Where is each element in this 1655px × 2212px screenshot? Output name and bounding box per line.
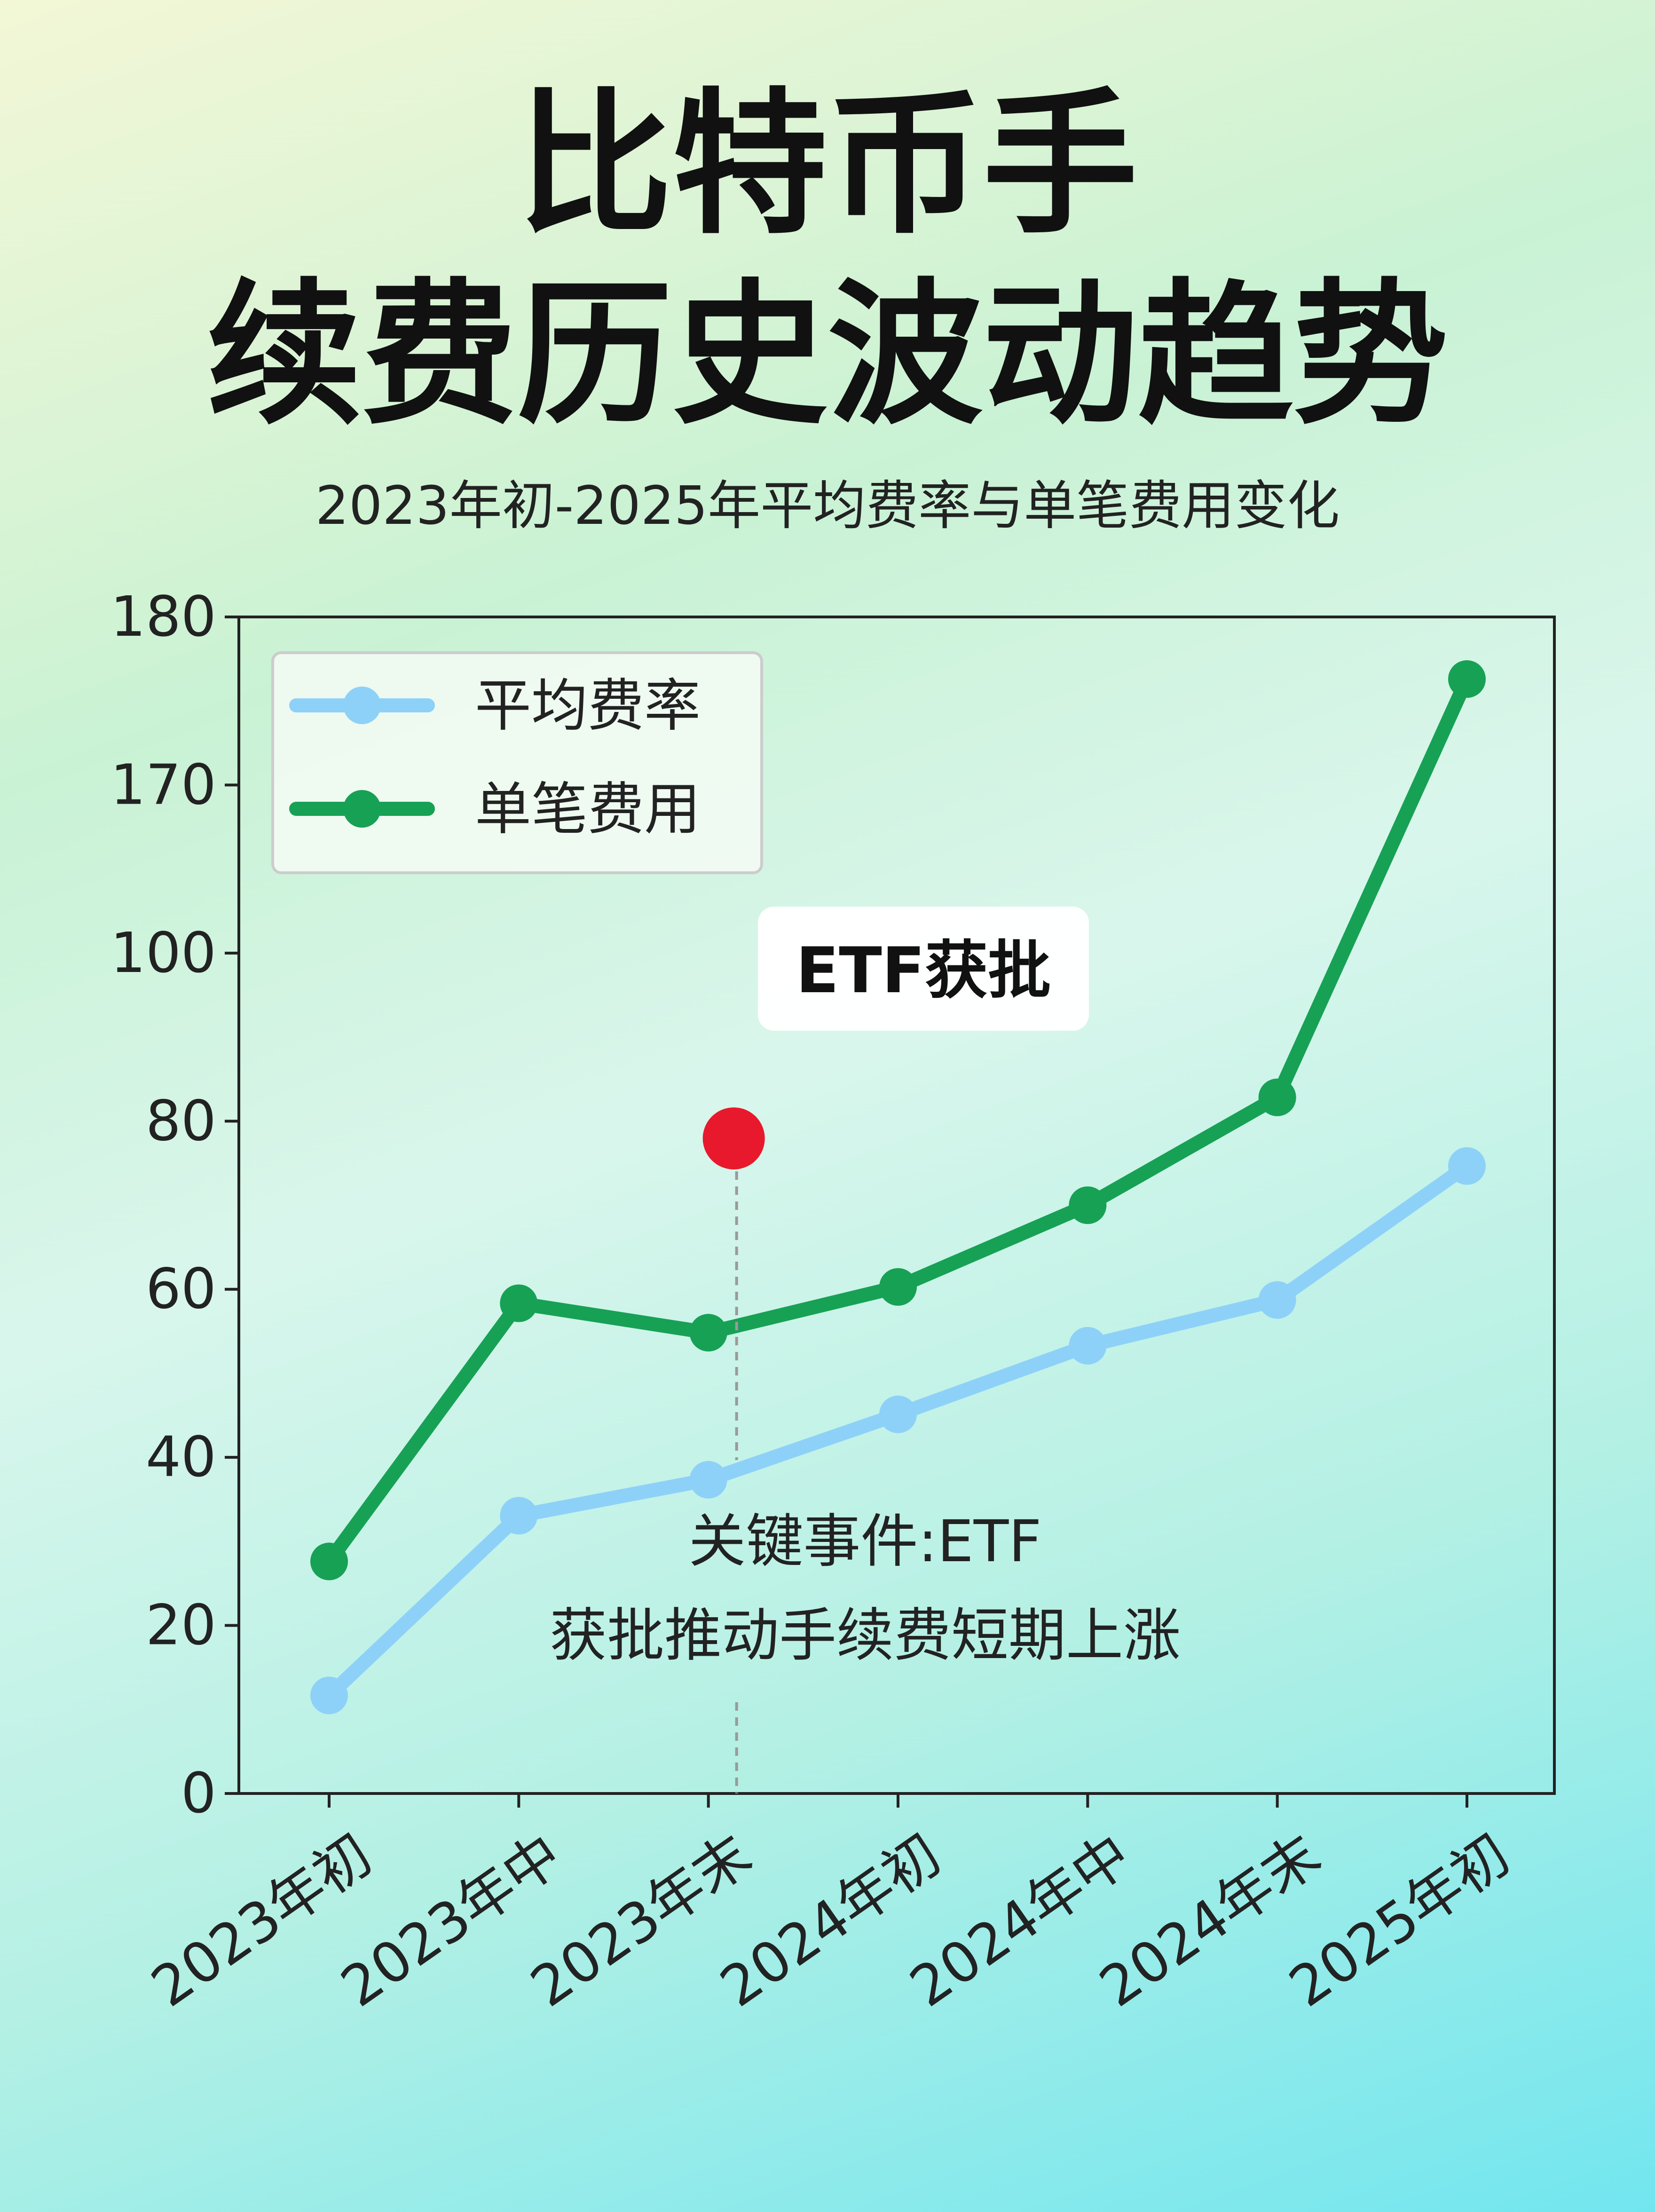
event-callout-label: ETF获批	[796, 934, 1051, 1007]
event-marker-dot	[702, 1107, 765, 1169]
series-0-point	[1258, 1281, 1296, 1319]
series-1-point	[689, 1314, 727, 1352]
y-tick-label: 0	[181, 1761, 216, 1825]
series-layer	[310, 660, 1486, 1714]
event-callout-box	[758, 907, 1089, 1031]
series-0-point	[1069, 1327, 1107, 1365]
series-0-point	[500, 1497, 538, 1535]
legend-label: 单笔费用	[475, 777, 701, 842]
page-title-line2: 续费历史波动趋势	[207, 265, 1448, 445]
y-tick-label: 20	[146, 1593, 216, 1658]
y-tick-label: 100	[110, 920, 216, 985]
series-0-point	[310, 1676, 348, 1714]
series-0-point	[689, 1461, 727, 1499]
legend-label: 平均费率	[475, 673, 701, 739]
series-0-point	[879, 1395, 917, 1433]
y-tick-label: 80	[146, 1088, 216, 1153]
y-tick-label: 40	[146, 1424, 216, 1489]
series-1-point	[310, 1542, 348, 1580]
y-tick-label: 170	[110, 752, 216, 817]
series-1-point	[1448, 660, 1486, 698]
page-subtitle: 2023年初-2025年平均费率与单笔费用变化	[315, 475, 1340, 537]
annotation-line2: 获批推动手续费短期上涨	[550, 1602, 1181, 1669]
legend-swatch-marker	[343, 687, 381, 724]
series-1-point	[1258, 1078, 1296, 1116]
series-1-point	[500, 1284, 538, 1322]
y-tick-label: 180	[110, 584, 216, 649]
y-tick-label: 60	[146, 1256, 216, 1321]
series-1-point	[879, 1268, 917, 1306]
page-title-line1: 比特币手	[517, 74, 1138, 255]
series-1-point	[1069, 1186, 1107, 1224]
series-0-point	[1448, 1147, 1486, 1185]
annotation-line1: 关键事件:ETF	[689, 1508, 1042, 1575]
legend-swatch-marker	[343, 790, 381, 828]
